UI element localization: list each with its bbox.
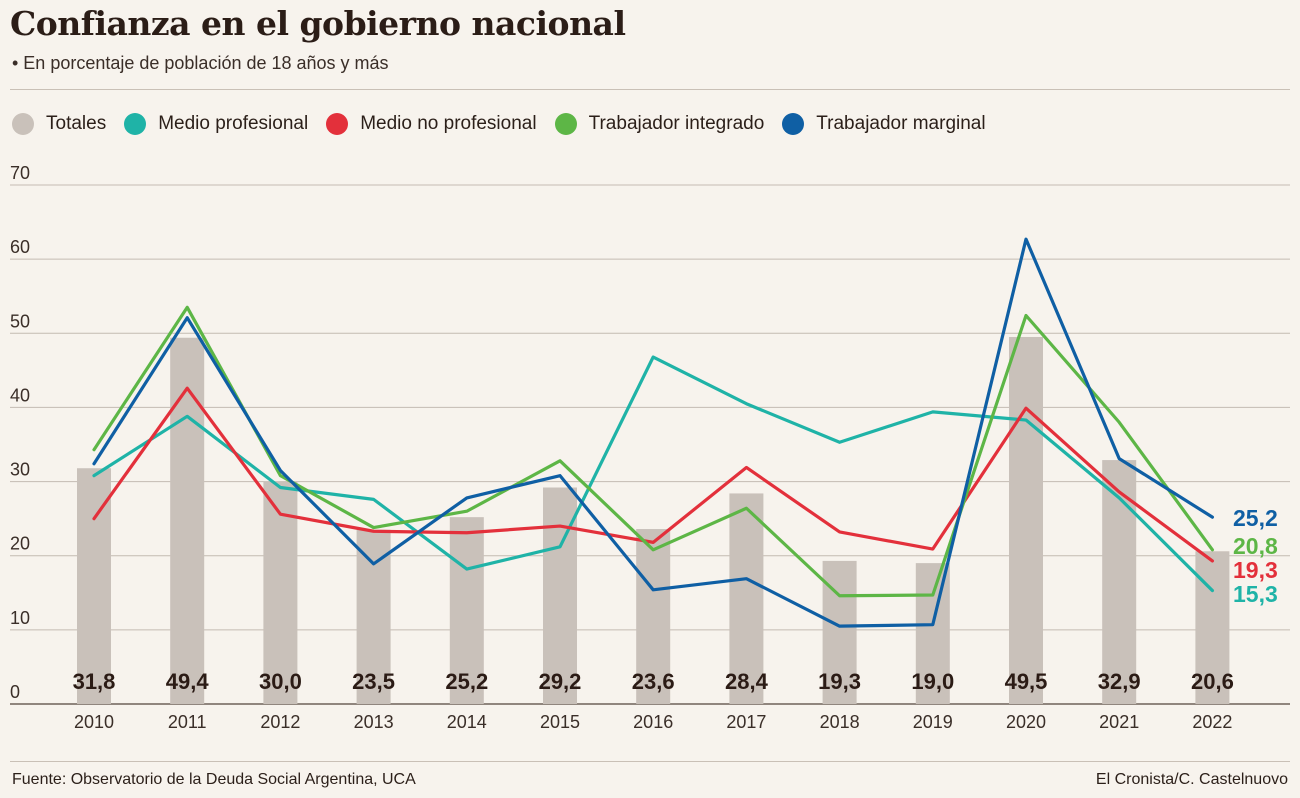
x-tick-label: 2015 (540, 712, 580, 732)
bar-2013 (356, 529, 391, 704)
legend-swatch-medio-no-profesional (326, 113, 349, 135)
source-note: Fuente: Observatorio de la Deuda Social … (12, 771, 416, 788)
legend-label-trabajador-integrado: Trabajador integrado (588, 113, 765, 134)
line-medio-profesional (92, 355, 1215, 593)
legend-swatch-medio-profesional (124, 113, 147, 135)
x-tick-label: 2020 (1006, 712, 1046, 732)
x-tick-label: 2014 (447, 712, 487, 732)
chart-plot: 0 10 20 30 40 50 60 70 31,8 49,4 30,0 23,5 25,2 29,2 2… (10, 163, 1290, 732)
bar-value-label: 20,6 (1191, 669, 1234, 694)
series-end-label: 25,2 (1233, 505, 1278, 531)
y-tick-label: 70 (10, 163, 30, 183)
bar-value-label: 25,2 (445, 669, 488, 694)
x-tick-label: 2019 (913, 712, 953, 732)
bar-2017 (729, 493, 764, 704)
bar-value-label: 29,2 (539, 669, 582, 694)
bar-2011 (170, 337, 205, 704)
x-tick-label: 2022 (1192, 712, 1232, 732)
legend-label-trabajador-marginal: Trabajador marginal (816, 113, 986, 134)
y-tick-label: 50 (10, 311, 30, 331)
bar-value-label: 49,5 (1005, 669, 1048, 694)
x-tick-label: 2010 (74, 712, 114, 732)
legend-label-medio-profesional: Medio profesional (158, 113, 309, 134)
y-tick-label: 60 (10, 237, 30, 257)
chart-title: Confianza en el gobierno nacional (10, 4, 626, 43)
bar-value-label: 31,8 (73, 669, 116, 694)
series-end-label: 15,3 (1233, 581, 1278, 607)
top-divider (10, 89, 1290, 90)
x-tick-label: 2013 (354, 712, 394, 732)
chart-subtitle: • En porcentaje de población de 18 años … (12, 53, 389, 73)
y-tick-label: 10 (10, 608, 30, 628)
bar-value-label: 19,3 (818, 669, 861, 694)
bar-2020 (1009, 336, 1043, 704)
x-tick-label: 2021 (1099, 712, 1139, 732)
y-tick-label: 0 (10, 682, 20, 702)
x-tick-label: 2011 (168, 712, 207, 732)
legend-item-totales: Totales (12, 113, 106, 135)
bar-2016 (636, 529, 671, 704)
legend-swatch-trabajador-marginal (782, 113, 805, 135)
y-tick-label: 30 (10, 460, 30, 480)
bar-2014 (449, 517, 484, 704)
line-medio-no-profesional (92, 386, 1215, 563)
credit-note: El Cronista/C. Castelnuovo (1095, 771, 1288, 788)
bar-value-label: 19,0 (911, 669, 954, 694)
bar-2012 (263, 481, 298, 704)
bar-value-label: 32,9 (1098, 669, 1141, 694)
legend-item-medio-profesional: Medio profesional (124, 113, 308, 135)
x-tick-label: 2018 (820, 712, 860, 732)
bar-value-label: 30,0 (259, 669, 302, 694)
legend-label-totales: Totales (46, 113, 107, 134)
legend-swatch-totales (12, 113, 34, 135)
line-trabajador-marginal (92, 237, 1215, 628)
bar-2022 (1195, 551, 1230, 704)
bar-value-label: 23,5 (352, 669, 395, 694)
bar-2010 (77, 468, 111, 704)
x-tick-label: 2012 (260, 712, 300, 732)
legend-item-medio-no-profesional: Medio no profesional (326, 113, 537, 135)
x-tick-label: 2017 (726, 712, 766, 732)
series-end-label: 20,8 (1233, 533, 1278, 559)
bottom-divider (10, 761, 1290, 762)
legend: Totales Medio profesional Medio no profe… (12, 113, 1004, 135)
bar-2019 (915, 563, 950, 704)
legend-item-trabajador-integrado: Trabajador integrado (554, 113, 765, 135)
bar-value-label: 49,4 (166, 669, 210, 694)
legend-item-trabajador-marginal: Trabajador marginal (782, 113, 986, 135)
y-tick-label: 40 (10, 385, 30, 405)
legend-label-medio-no-profesional: Medio no profesional (360, 113, 537, 134)
bar-value-label: 23,6 (632, 669, 675, 694)
series-end-label: 19,3 (1233, 557, 1278, 583)
line-trabajador-integrado (92, 305, 1215, 598)
legend-swatch-trabajador-integrado (554, 113, 577, 135)
bar-value-label: 28,4 (725, 669, 769, 694)
y-tick-label: 20 (10, 534, 30, 554)
x-tick-label: 2016 (633, 712, 673, 732)
